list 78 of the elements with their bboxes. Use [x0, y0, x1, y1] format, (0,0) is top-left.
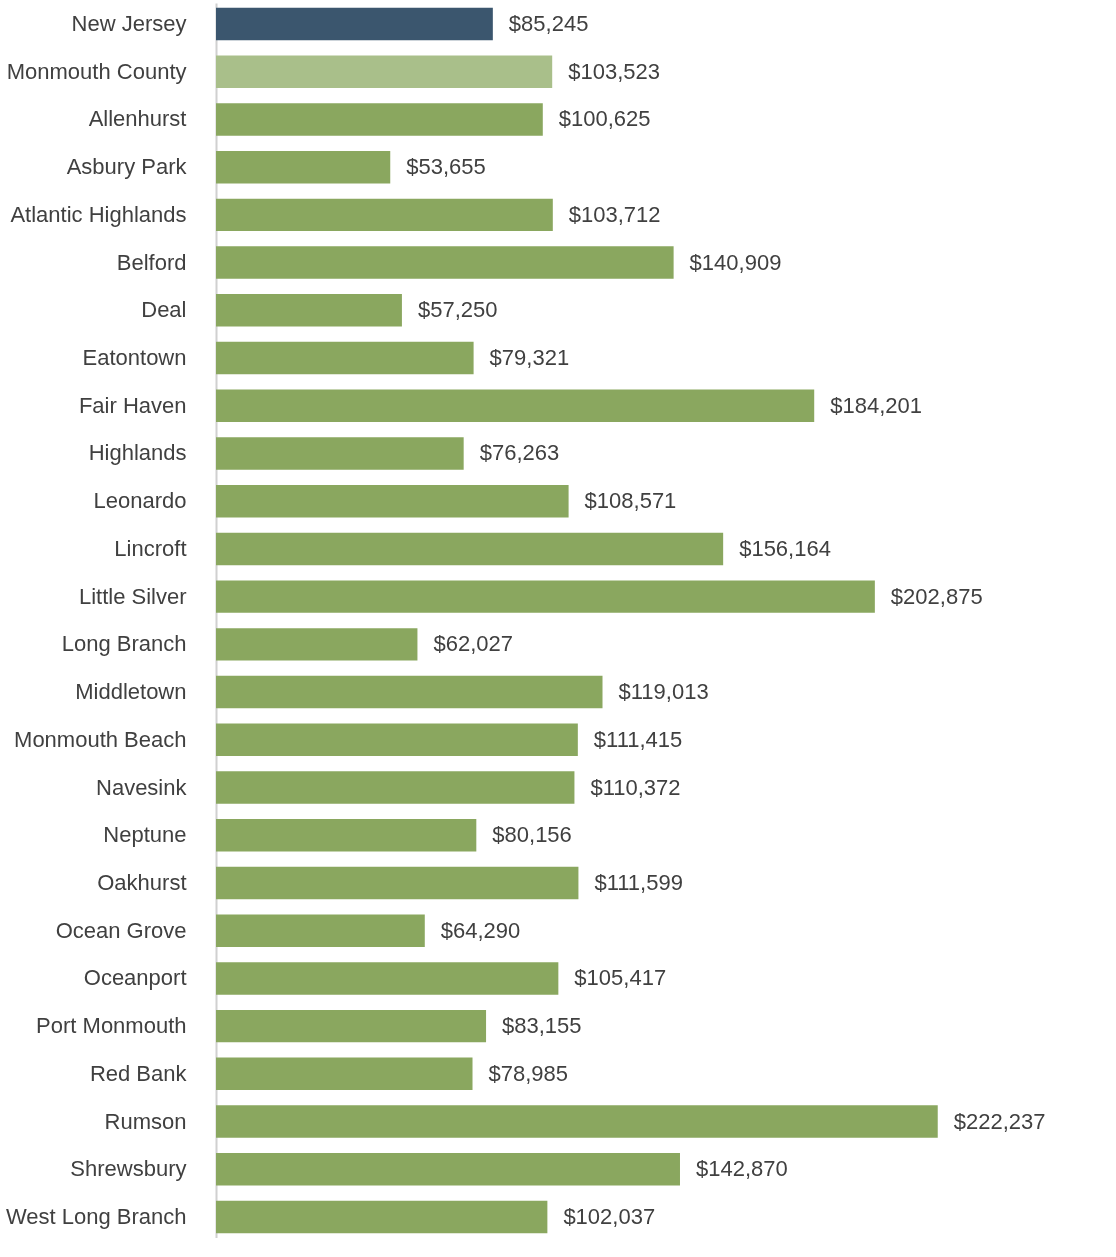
bar	[216, 866, 579, 900]
y-tick-label: Navesink	[96, 774, 188, 800]
y-tick-label: Middletown	[75, 679, 187, 705]
bar	[216, 771, 575, 804]
y-tick-label: Lincroft	[114, 535, 187, 561]
y-tick-label: Deal	[141, 297, 187, 323]
bar	[216, 341, 474, 375]
bar	[216, 484, 569, 518]
bar	[216, 914, 425, 947]
bar	[216, 1009, 487, 1043]
data-label: $64,290	[440, 917, 521, 943]
y-tick-label: Belford	[116, 249, 187, 275]
data-label: $78,985	[488, 1060, 569, 1086]
bar	[216, 580, 875, 613]
bar	[216, 150, 391, 184]
data-label: $108,571	[584, 488, 677, 514]
data-label: $100,625	[558, 106, 651, 132]
bar	[216, 532, 724, 566]
data-label: $184,201	[830, 392, 922, 418]
y-tick-label: Rumson	[104, 1108, 187, 1134]
data-label: $111,599	[594, 869, 683, 895]
bar	[216, 294, 402, 327]
bar	[216, 1057, 473, 1091]
data-label: $156,164	[739, 535, 831, 561]
data-label: $103,712	[568, 201, 661, 227]
y-tick-label: West Long Branch	[5, 1204, 187, 1229]
data-label: $83,155	[502, 1013, 582, 1039]
bar	[216, 7, 493, 41]
bar	[216, 103, 543, 136]
data-label: $103,523	[568, 58, 660, 84]
bar	[216, 198, 553, 232]
y-tick-label: Leonardo	[93, 488, 187, 514]
bar	[216, 246, 674, 279]
bar	[216, 389, 815, 422]
data-label: $110,372	[590, 774, 681, 800]
bar	[216, 723, 578, 757]
bar	[216, 675, 603, 709]
data-label: $142,870	[695, 1156, 788, 1182]
bar	[216, 1200, 548, 1234]
data-label: $53,655	[406, 154, 486, 180]
data-label: $80,156	[492, 822, 572, 848]
y-tick-label: Oakhurst	[97, 869, 187, 895]
y-tick-label: Neptune	[103, 822, 187, 848]
y-tick-label: Monmouth County	[6, 58, 187, 84]
y-tick-label: Shrewsbury	[70, 1156, 187, 1182]
y-tick-label: Little Silver	[78, 583, 187, 609]
data-label: $105,417	[574, 965, 667, 991]
bar	[216, 1105, 938, 1138]
y-tick-label: Monmouth Beach	[14, 726, 187, 752]
data-label: $202,875	[890, 583, 983, 609]
bar	[216, 962, 559, 995]
bar	[216, 628, 418, 661]
data-label: $85,245	[508, 11, 589, 36]
data-label: $76,263	[479, 440, 560, 466]
y-tick-label: Port Monmouth	[36, 1013, 187, 1039]
data-label: $102,037	[563, 1204, 656, 1229]
y-tick-label: Atlantic Highlands	[10, 201, 187, 227]
data-label: $111,415	[593, 726, 683, 752]
data-label: $57,250	[417, 297, 498, 323]
y-tick-label: Asbury Park	[66, 154, 188, 180]
data-label: $140,909	[689, 249, 782, 275]
data-label: $222,237	[953, 1108, 1046, 1134]
bar	[216, 55, 553, 88]
bar	[216, 437, 464, 470]
y-tick-label: Eatontown	[82, 345, 187, 371]
y-tick-label: Fair Haven	[78, 392, 187, 418]
bar	[216, 819, 477, 852]
y-tick-label: Oceanport	[83, 965, 187, 991]
data-label: $79,321	[489, 345, 570, 371]
y-tick-label: Highlands	[88, 440, 187, 466]
y-tick-label: Allenhurst	[88, 106, 187, 132]
bar	[216, 1153, 680, 1186]
y-tick-label: Red Bank	[89, 1060, 188, 1086]
y-tick-label: Long Branch	[61, 631, 187, 657]
y-tick-label: Ocean Grove	[55, 917, 187, 943]
y-tick-label: New Jersey	[71, 11, 187, 36]
data-label: $62,027	[433, 631, 513, 657]
data-label: $119,013	[618, 679, 709, 705]
